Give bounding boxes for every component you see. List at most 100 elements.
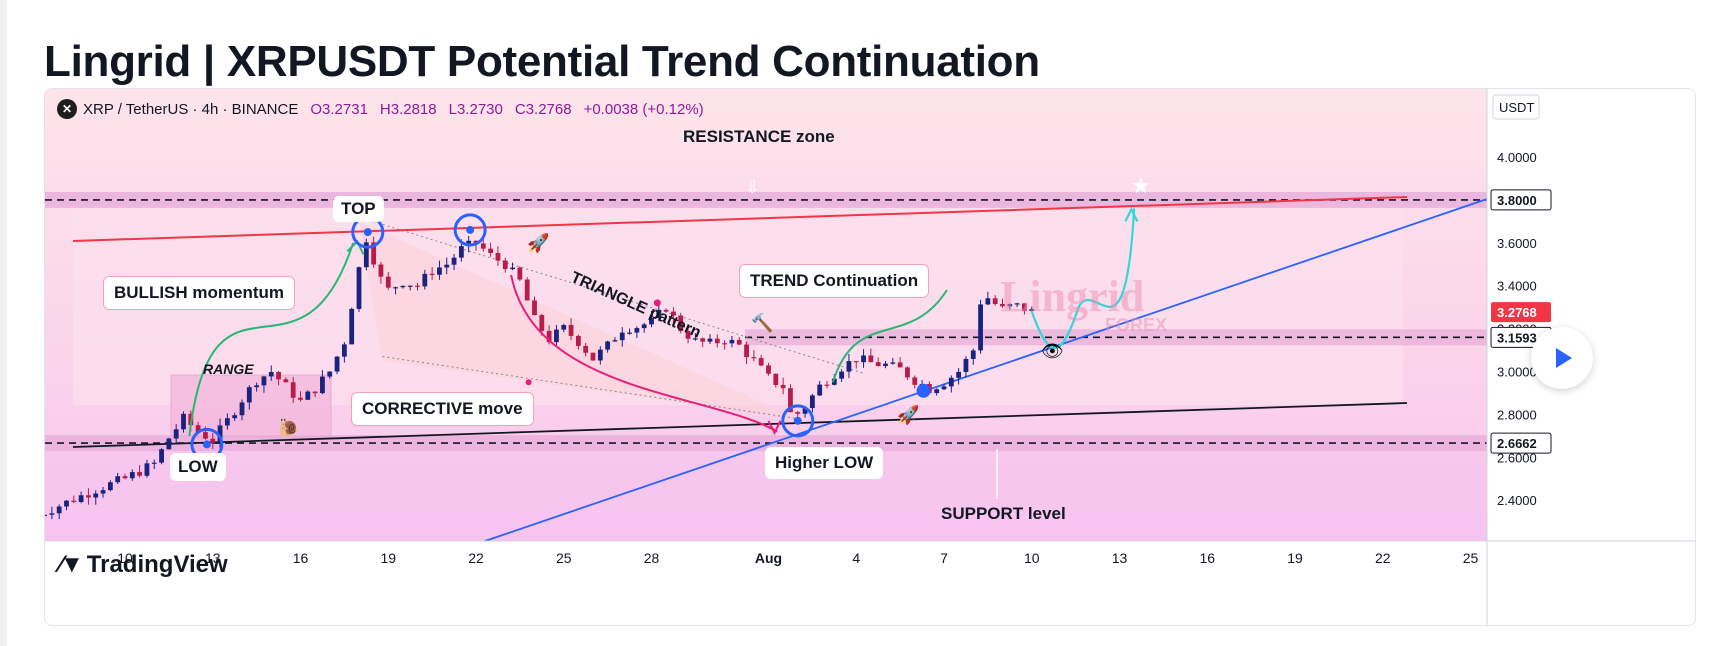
bullish-arrow bbox=[188, 242, 355, 436]
candle-body bbox=[1007, 304, 1013, 307]
candle-body bbox=[393, 287, 398, 289]
candle-body bbox=[181, 413, 186, 430]
candle-body bbox=[766, 365, 771, 374]
x-tick-label: 4 bbox=[852, 550, 860, 566]
x-tick-label: 19 bbox=[1287, 550, 1303, 566]
candle-body bbox=[1000, 303, 1005, 307]
candle-body bbox=[334, 356, 340, 372]
candle-body bbox=[956, 371, 962, 378]
legend-close: C3.2768 bbox=[514, 100, 572, 118]
candle-body bbox=[203, 432, 208, 439]
candle-body bbox=[802, 408, 808, 414]
y-tick-label: 3.4000 bbox=[1497, 279, 1537, 294]
candle-body bbox=[444, 264, 450, 268]
top-label: TOP bbox=[333, 196, 384, 222]
candle-body bbox=[217, 425, 223, 443]
currency-badge bbox=[1492, 94, 1540, 120]
candle-body bbox=[320, 376, 325, 394]
bullish-momentum-label: BULLISH momentum bbox=[103, 276, 295, 310]
candle-body bbox=[71, 500, 77, 502]
candle-body bbox=[1014, 303, 1020, 305]
candle-body bbox=[985, 298, 991, 305]
candle-body bbox=[283, 379, 289, 383]
candle-body bbox=[407, 285, 413, 287]
candle-body bbox=[619, 332, 625, 341]
candle-body bbox=[371, 242, 377, 265]
play-button[interactable] bbox=[1531, 327, 1593, 389]
candle-body bbox=[627, 332, 632, 334]
candle-body bbox=[905, 367, 910, 378]
corrective-move-label: CORRECTIVE move bbox=[351, 392, 534, 426]
candle-body bbox=[473, 240, 479, 244]
candle-body bbox=[437, 267, 442, 275]
price-tag-bg bbox=[1491, 302, 1551, 323]
candle-body bbox=[254, 385, 260, 388]
candle-body bbox=[115, 476, 121, 483]
candle-body bbox=[305, 391, 311, 400]
candle-body bbox=[1022, 303, 1027, 312]
candle-body bbox=[429, 273, 435, 276]
candle-body bbox=[539, 315, 545, 331]
candle-body bbox=[524, 279, 530, 301]
y-tick-label: 4.0000 bbox=[1497, 150, 1537, 165]
higher-low-marker bbox=[781, 404, 815, 438]
candle-body bbox=[714, 338, 720, 344]
candle-body bbox=[861, 355, 866, 363]
candle-body bbox=[590, 352, 596, 361]
candle-body bbox=[268, 371, 274, 377]
play-icon bbox=[1556, 348, 1572, 368]
candle-body bbox=[107, 482, 113, 491]
resistance-zone-label: RESISTANCE zone bbox=[683, 127, 835, 146]
tradingview-logo-icon: ⁄▼ bbox=[59, 551, 84, 578]
candle-body bbox=[349, 308, 355, 345]
candle-body bbox=[356, 267, 362, 309]
x-tick-label: 13 bbox=[1112, 550, 1128, 566]
candle-body bbox=[663, 309, 669, 312]
candle-body bbox=[744, 344, 749, 358]
candle-body bbox=[868, 355, 874, 363]
candle-body bbox=[656, 309, 662, 319]
candle-body bbox=[502, 260, 508, 270]
candle-body bbox=[736, 339, 742, 345]
candle-body bbox=[64, 500, 69, 507]
candle-body bbox=[400, 285, 406, 288]
currency-label: USDT bbox=[1499, 100, 1534, 115]
x-tick-label: 10 bbox=[117, 550, 133, 566]
x-tick-label: 22 bbox=[1375, 550, 1391, 566]
candle-body bbox=[312, 391, 318, 394]
candle-body bbox=[758, 358, 764, 366]
candle-body bbox=[568, 325, 574, 336]
black-trendline bbox=[72, 402, 1408, 448]
candle-body bbox=[597, 349, 603, 361]
candle-body bbox=[224, 418, 230, 426]
hammer-icon: 🔨 bbox=[751, 312, 773, 333]
x-tick-label: 28 bbox=[644, 550, 660, 566]
candle-body bbox=[480, 243, 486, 249]
candle-body bbox=[634, 328, 640, 333]
page-scrollbar[interactable] bbox=[0, 0, 7, 646]
x-tick-label: Aug bbox=[755, 550, 782, 566]
candle-body bbox=[561, 325, 567, 330]
candle-body bbox=[934, 389, 940, 394]
trend-arrow bbox=[831, 289, 948, 383]
candle-body bbox=[722, 343, 728, 345]
candle-body bbox=[678, 315, 684, 332]
candle-body bbox=[239, 402, 245, 416]
candle-body bbox=[137, 472, 143, 476]
candle-body bbox=[458, 246, 464, 258]
candle-body bbox=[261, 376, 267, 386]
x-tick-label: 19 bbox=[380, 550, 396, 566]
candle-body bbox=[45, 514, 47, 516]
candle-body bbox=[773, 373, 779, 385]
legend-high: H3.2818 bbox=[379, 100, 437, 118]
candle-body bbox=[122, 476, 128, 479]
y-tick-label: 2.6000 bbox=[1497, 450, 1537, 465]
candle-body bbox=[532, 300, 537, 316]
trend-continuation-label: TREND Continuation bbox=[739, 264, 930, 298]
eye-icon: 👁 bbox=[1041, 341, 1064, 361]
candle-body bbox=[685, 331, 691, 339]
top2-marker bbox=[453, 213, 487, 247]
tradingview-logo[interactable]: ⁄▼ TradingView bbox=[59, 551, 228, 579]
